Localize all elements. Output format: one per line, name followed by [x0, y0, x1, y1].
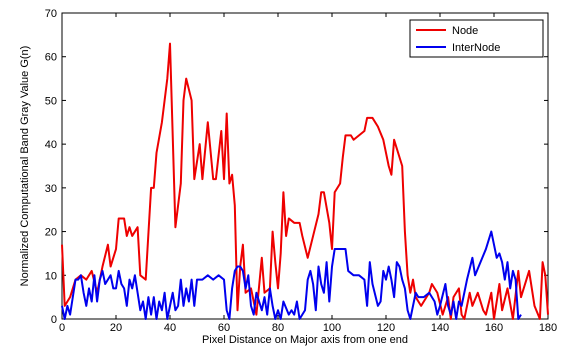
y-tick-label: 70 [45, 8, 57, 20]
y-tick-label: 40 [45, 139, 57, 151]
x-tick-label: 180 [539, 322, 557, 334]
legend-box [409, 19, 544, 58]
y-tick-label: 20 [45, 227, 57, 239]
x-tick-label: 0 [59, 322, 65, 334]
x-tick-label: 120 [377, 322, 395, 334]
y-tick-label: 0 [51, 314, 57, 326]
data-line [61, 42, 549, 320]
x-tick-label: 20 [110, 322, 122, 334]
y-tick-label: 10 [45, 270, 57, 282]
x-tick-label: 80 [272, 322, 284, 334]
legend-label: InterNode [452, 42, 500, 54]
legend-label: Node [452, 25, 478, 37]
y-tick-label: 60 [45, 52, 57, 64]
y-tick-label: 50 [45, 95, 57, 107]
x-tick-label: 100 [323, 322, 341, 334]
x-tick-label: 160 [485, 322, 503, 334]
plot-area [61, 12, 549, 320]
x-tick-label: 140 [431, 322, 449, 334]
data-line [61, 230, 522, 320]
y-tick-label: 30 [45, 183, 57, 195]
y-axis-label: Normalized Computational Band Gray Value… [19, 46, 31, 287]
x-tick-label: 60 [218, 322, 230, 334]
x-tick-label: 40 [164, 322, 176, 334]
x-axis-label: Pixel Distance on Major axis from one en… [202, 334, 408, 346]
